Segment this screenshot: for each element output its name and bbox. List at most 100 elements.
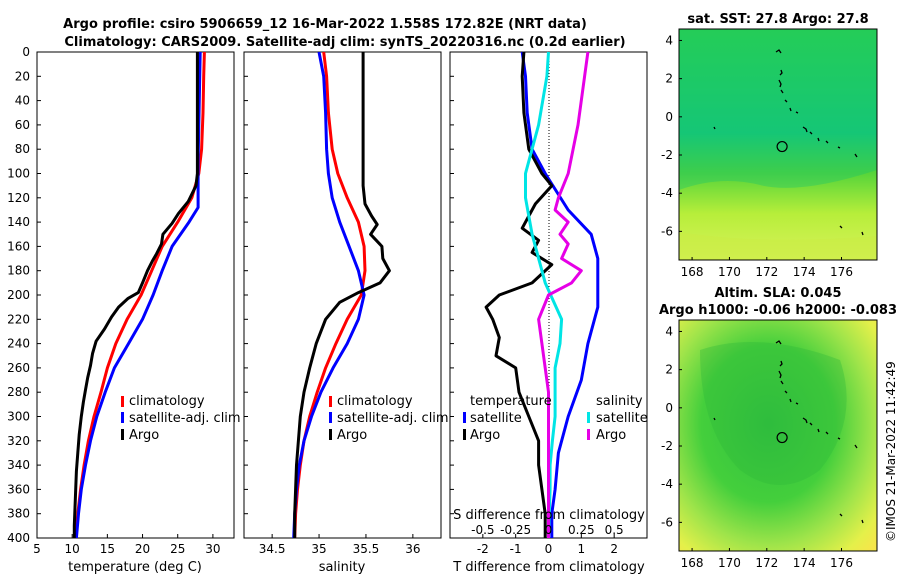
lon-tick-label: 168 xyxy=(681,556,704,570)
y-tick-label: 0 xyxy=(22,45,30,59)
x-tick-label: 5 xyxy=(33,542,41,556)
y-tick-label: 80 xyxy=(15,142,30,156)
legend-argo-swatch xyxy=(121,429,124,440)
lon-tick-label: 172 xyxy=(755,265,778,279)
legend-climatology-swatch xyxy=(121,396,124,407)
x-tick-label: -1 xyxy=(510,542,522,556)
t-difference-axis-ticks: -2 -1 0 1 2 xyxy=(477,534,618,556)
s-tick-label: -0.5 xyxy=(471,523,494,537)
y-tick-label: 380 xyxy=(7,507,30,521)
x-tick-label: 34.5 xyxy=(259,542,286,556)
y-tick-label: 340 xyxy=(7,458,30,472)
x-tick-label: 36 xyxy=(405,542,420,556)
y-tick-label: 300 xyxy=(7,410,30,424)
sst-south-patch xyxy=(679,232,877,260)
lon-tick-label: 174 xyxy=(793,556,816,570)
sla-islands xyxy=(713,340,864,524)
sla-map: Altim. SLA: 0.045 Argo h1000: -0.06 h200… xyxy=(659,286,897,570)
figure-title-line2: Climatology: CARS2009. Satellite-adj cli… xyxy=(64,35,625,50)
x-tick-label: 1 xyxy=(578,542,586,556)
series-line-1 xyxy=(484,51,554,538)
depth-axis-ticks: 0 20 40 60 80 100 120 140 160 180 200 220 240 260 280 3… xyxy=(7,45,454,545)
sla-map-title-line2: Argo h1000: -0.06 h2000: -0.083 xyxy=(659,303,897,318)
sst-map-frame xyxy=(678,28,878,261)
sla-map-title-line1: Altim. SLA: 0.045 xyxy=(715,286,842,301)
salinity-axis-ticks: 34.5 35 35.5 36 xyxy=(259,534,420,556)
series-line-1 xyxy=(292,51,366,539)
t-difference-axis-label: T difference from climatology xyxy=(452,560,645,575)
legend-climatology-swatch xyxy=(329,396,332,407)
s-difference-axis-label: S difference from climatology xyxy=(453,508,645,523)
legend-satellite: satellite-adj. clim xyxy=(337,411,449,426)
salinity-panel: 34.5 35 35.5 36 salinity climatology satell… xyxy=(243,51,449,575)
y-tick-label: 400 xyxy=(7,531,30,545)
legend-temperature-title: temperature xyxy=(470,394,552,409)
temperature-legend: climatology satellite-adj. clim Argo xyxy=(121,394,241,443)
y-tick-label: 40 xyxy=(15,94,30,108)
y-tick-label: 180 xyxy=(7,264,30,278)
lat-tick-label: 2 xyxy=(665,72,673,86)
x-tick-label: 35 xyxy=(311,542,326,556)
difference-series xyxy=(484,51,600,539)
y-tick-label: 120 xyxy=(7,191,30,205)
y-tick-label: 220 xyxy=(7,312,30,326)
sst-map: sat. SST: 27.8 Argo: 27.8 420-2-4-6 168 1… xyxy=(661,12,878,279)
y-tick-label: 100 xyxy=(7,167,30,181)
x-tick-label: 25 xyxy=(170,542,185,556)
lat-tick-label: -4 xyxy=(661,477,673,491)
salinity-legend: climatology satellite-adj. clim Argo xyxy=(329,394,449,443)
series-line-1 xyxy=(74,51,202,539)
lat-tick-label: -6 xyxy=(661,515,673,529)
s-difference-axis-ticks: -0.5 -0.25 0 0.25 0.5 xyxy=(471,523,624,537)
y-tick-label: 240 xyxy=(7,337,30,351)
x-tick-label: 0 xyxy=(545,542,553,556)
legend-t-satellite: satellite xyxy=(470,411,522,426)
island-marks xyxy=(713,49,864,236)
lat-tick-label: 2 xyxy=(665,363,673,377)
legend-salinity-title: salinity xyxy=(596,394,643,409)
lat-tick-label: 4 xyxy=(665,324,673,338)
series-line-0 xyxy=(74,51,206,539)
lon-tick-label: 170 xyxy=(718,556,741,570)
lat-tick-label: -2 xyxy=(661,439,673,453)
legend-argo: Argo xyxy=(337,428,367,443)
y-tick-label: 20 xyxy=(15,69,30,83)
legend-argo: Argo xyxy=(129,428,159,443)
sla-lon-ticks: 168 170 172 174 176 xyxy=(681,548,853,570)
s-tick-label: 0.5 xyxy=(605,523,624,537)
x-tick-label: 20 xyxy=(135,542,150,556)
legend-argo-swatch xyxy=(329,429,332,440)
legend-satellite-swatch xyxy=(329,412,332,423)
x-tick-label: 10 xyxy=(65,542,80,556)
y-tick-label: 200 xyxy=(7,288,30,302)
difference-panel: -2 -1 0 1 2 S difference from climatology -0… xyxy=(449,51,648,575)
lat-tick-label: 0 xyxy=(665,110,673,124)
y-tick-label: 360 xyxy=(7,482,30,496)
temperature-axis-ticks: 5 10 15 20 25 30 xyxy=(33,534,221,556)
x-tick-label: -2 xyxy=(477,542,489,556)
lon-tick-label: 174 xyxy=(793,265,816,279)
lon-tick-label: 170 xyxy=(718,265,741,279)
y-tick-label: 320 xyxy=(7,434,30,448)
credit-text: ©IMOS 21-Mar-2022 11:42:49 xyxy=(884,361,898,542)
legend-climatology: climatology xyxy=(129,394,205,409)
salinity-difference-legend: salinity satellite Argo xyxy=(587,394,648,443)
legend-satellite-swatch xyxy=(121,412,124,423)
legend-s-argo: Argo xyxy=(596,428,626,443)
salinity-series xyxy=(292,51,391,539)
x-tick-label: 30 xyxy=(205,542,220,556)
sst-warm-patch xyxy=(679,29,877,190)
y-tick-label: 160 xyxy=(7,239,30,253)
legend-s-satellite: satellite xyxy=(596,411,648,426)
legend-s-satellite-swatch xyxy=(587,412,590,423)
x-tick-label: 15 xyxy=(100,542,115,556)
x-tick-label: 2 xyxy=(610,542,618,556)
argo-location-marker xyxy=(776,431,788,444)
sst-map-title: sat. SST: 27.8 Argo: 27.8 xyxy=(687,12,868,27)
legend-t-argo-swatch xyxy=(463,429,466,440)
x-tick-label: 35.5 xyxy=(353,542,380,556)
series-line-0 xyxy=(520,51,600,538)
series-line-2 xyxy=(293,52,391,538)
argo-location-marker xyxy=(776,140,788,153)
s-tick-label: -0.25 xyxy=(500,523,531,537)
